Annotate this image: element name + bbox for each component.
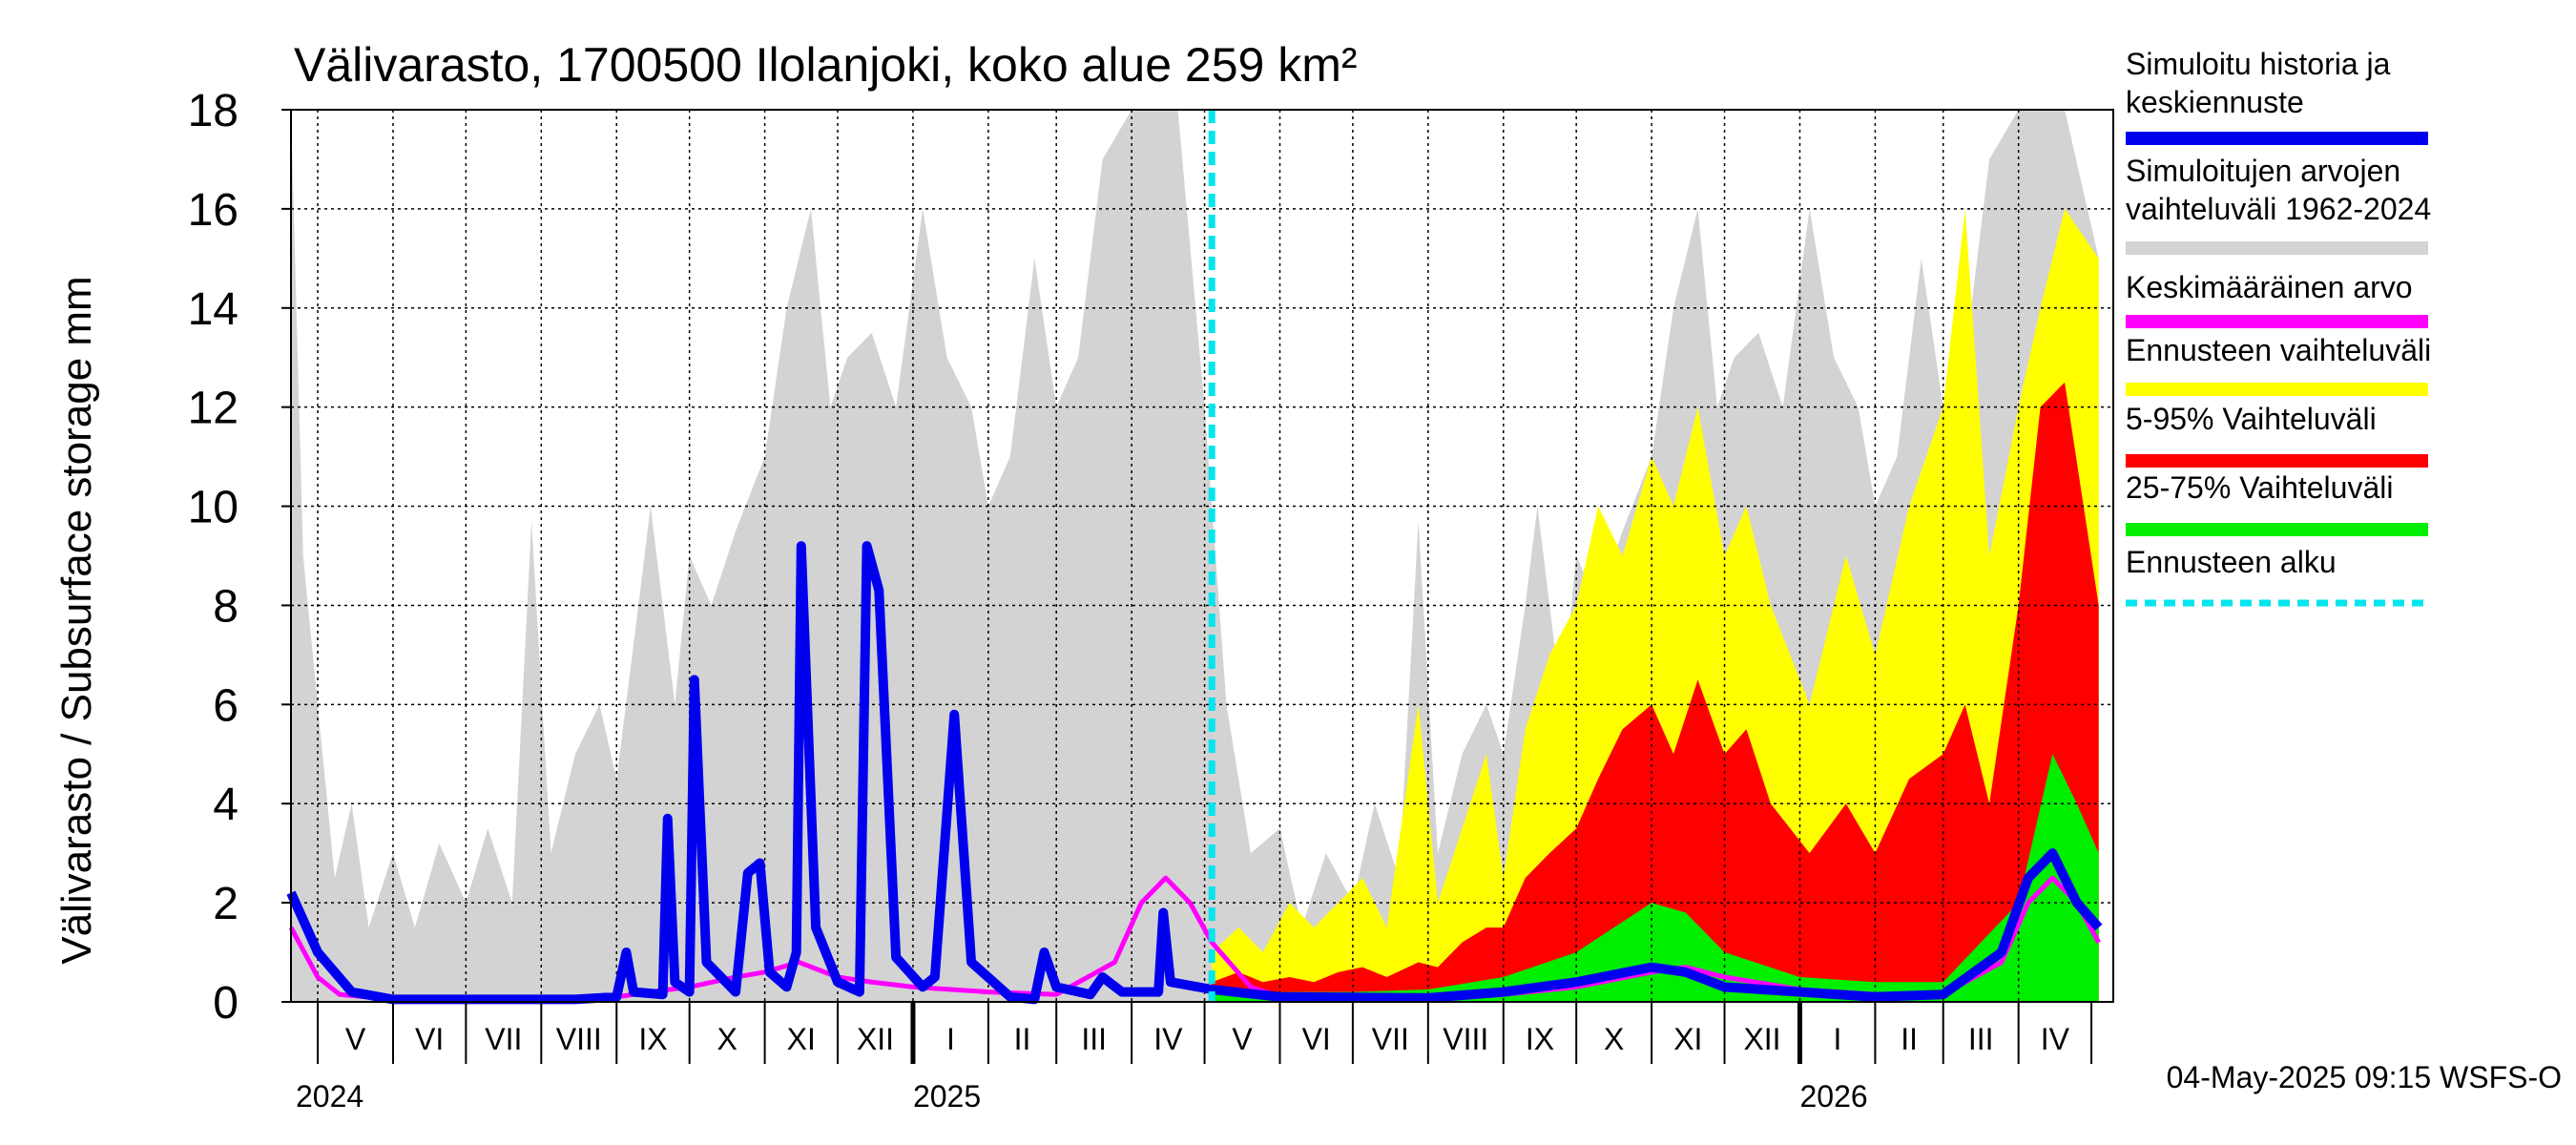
month-label: IV (2041, 1022, 2070, 1056)
y-tick-label: 6 (213, 680, 239, 731)
legend-label: Keskimääräinen arvo (2126, 270, 2413, 304)
month-label: IX (1526, 1022, 1554, 1056)
month-label: IX (638, 1022, 667, 1056)
month-label: IV (1153, 1022, 1183, 1056)
chart-title: Välivarasto, 1700500 Ilolanjoki, koko al… (294, 38, 1358, 92)
year-label: 2026 (1799, 1079, 1867, 1114)
y-axis-label: Välivarasto / Subsurface storage mm (53, 276, 100, 964)
y-tick-label: 12 (188, 384, 239, 434)
legend-label: 5-95% Vaihteluväli (2126, 402, 2377, 436)
legend-label: keskiennuste (2126, 85, 2304, 119)
y-ticks: 0 2 4 6 8 10 12 14 16 18 (188, 86, 291, 1029)
month-label: III (1968, 1022, 1994, 1056)
legend-label: Simuloitujen arvojen (2126, 154, 2400, 188)
y-tick-label: 16 (188, 185, 239, 236)
month-label: VII (1372, 1022, 1409, 1056)
month-label: XII (857, 1022, 894, 1056)
legend-label: Simuloitu historia ja (2126, 47, 2391, 81)
y-tick-label: 0 (213, 978, 239, 1029)
plot-area (286, 109, 2114, 1005)
y-tick-label: 10 (188, 483, 239, 533)
month-label: VI (415, 1022, 444, 1056)
legend-label: Ennusteen vaihteluväli (2126, 333, 2431, 367)
month-label: II (1014, 1022, 1031, 1056)
month-label: VII (485, 1022, 522, 1056)
legend: Simuloitu historia ja keskiennuste Simuloi… (2126, 47, 2431, 607)
y-tick-label: 18 (188, 86, 239, 136)
series-line-1 (286, 541, 2103, 1005)
month-label: VIII (556, 1022, 602, 1056)
y-tick-label: 14 (188, 284, 239, 335)
month-label: I (946, 1022, 955, 1056)
month-label: II (1901, 1022, 1918, 1056)
month-label: X (717, 1022, 737, 1056)
month-label: III (1081, 1022, 1107, 1056)
year-label: 2025 (913, 1079, 981, 1114)
month-label: V (1232, 1022, 1253, 1056)
legend-label: 25-75% Vaihteluväli (2126, 470, 2393, 505)
timestamp-footer: 04-May-2025 09:15 WSFS-O (2167, 1060, 2562, 1094)
month-label: VIII (1443, 1022, 1488, 1056)
year-label: 2024 (296, 1079, 364, 1114)
month-label: VI (1302, 1022, 1331, 1056)
y-tick-label: 2 (213, 879, 239, 929)
month-label: XI (1673, 1022, 1702, 1056)
y-tick-label: 8 (213, 581, 239, 632)
month-label: I (1834, 1022, 1842, 1056)
legend-label: Ennusteen alku (2126, 545, 2337, 579)
y-tick-label: 4 (213, 780, 239, 830)
month-label: X (1604, 1022, 1624, 1056)
month-label: V (345, 1022, 366, 1056)
month-label: XI (787, 1022, 816, 1056)
legend-label: vaihteluväli 1962-2024 (2126, 192, 2431, 226)
month-label: XII (1743, 1022, 1780, 1056)
x-axis: V VI VII VIII IX X XI XII I II III IV V VI VII VIII IX X X… (291, 1001, 2113, 1114)
band-3 (1212, 754, 2099, 1002)
